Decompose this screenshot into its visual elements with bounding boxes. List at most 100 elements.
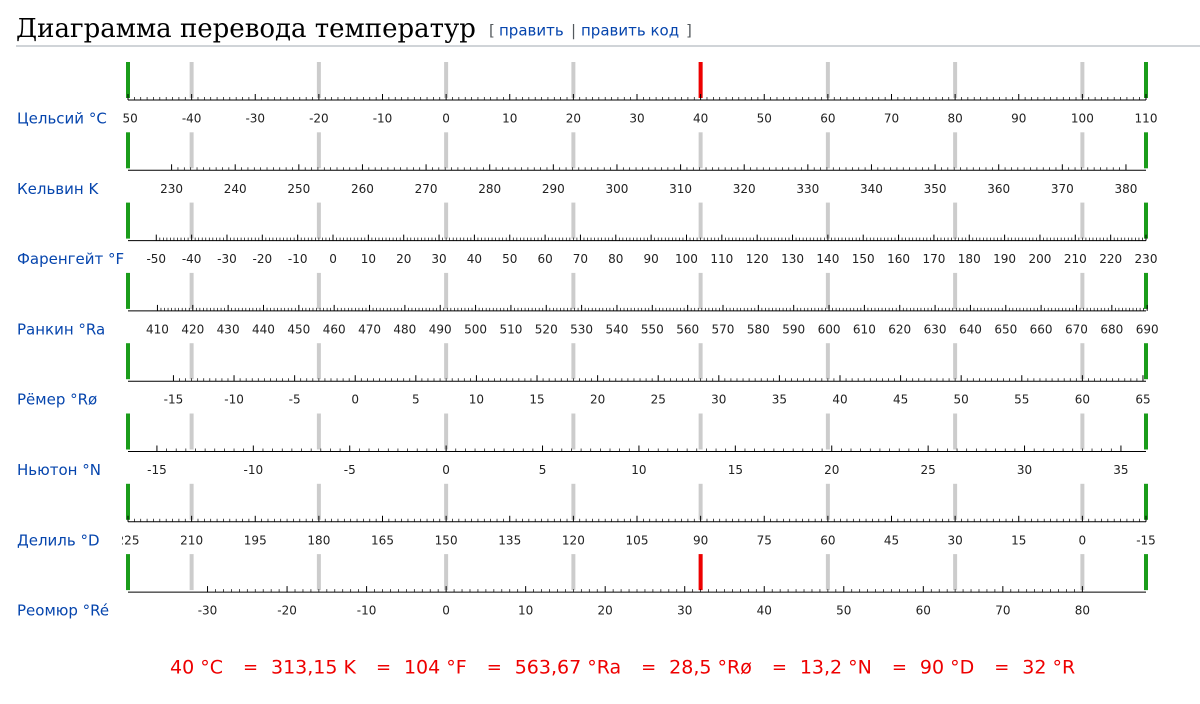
converted-value: 40 °C <box>170 657 223 679</box>
tick-label: 30 <box>1017 463 1032 477</box>
tick-label: 210 <box>1064 252 1087 266</box>
label-bg <box>0 530 122 551</box>
tick-label: -10 <box>373 112 393 126</box>
tick-label: 50 <box>836 604 851 618</box>
tick-label: 15 <box>728 463 743 477</box>
tick-label: 430 <box>217 322 240 336</box>
tick-label: 470 <box>358 322 381 336</box>
tick-label: 520 <box>535 322 558 336</box>
tick-label: 560 <box>676 322 699 336</box>
tick-label: 110 <box>1135 112 1158 126</box>
tick-label: -20 <box>277 604 297 618</box>
edit-link[interactable]: править <box>499 22 564 40</box>
tick-label: 590 <box>782 322 805 336</box>
tick-label: 510 <box>499 322 522 336</box>
label-bg <box>0 390 122 411</box>
tick-label: 660 <box>1030 322 1053 336</box>
tick-label: -30 <box>217 252 237 266</box>
tick-label: 290 <box>542 182 565 196</box>
tick-label: 680 <box>1100 322 1123 336</box>
equals: = <box>243 657 258 678</box>
tick-label: 80 <box>947 112 962 126</box>
tick-label: 30 <box>431 252 446 266</box>
tick-label: 60 <box>820 533 835 547</box>
tick-label: 90 <box>1011 112 1026 126</box>
tick-label: 5 <box>412 393 420 407</box>
tick-label: 180 <box>307 533 330 547</box>
tick-label: 70 <box>573 252 588 266</box>
tick-label: 90 <box>643 252 658 266</box>
tick-label: 620 <box>888 322 911 336</box>
converted-value: 90 °D <box>920 657 974 679</box>
tick-label: 30 <box>629 112 644 126</box>
tick-label: 0 <box>329 252 337 266</box>
tick-label: 230 <box>1135 252 1158 266</box>
tick-label: 195 <box>244 533 267 547</box>
tick-label: -20 <box>253 252 273 266</box>
tick-label: 65 <box>1135 393 1150 407</box>
tick-label: 130 <box>781 252 804 266</box>
edit-source-link[interactable]: править код <box>581 22 679 40</box>
tick-label: 610 <box>853 322 876 336</box>
tick-label: 40 <box>832 393 847 407</box>
tick-label: 40 <box>693 112 708 126</box>
tick-label: -10 <box>224 393 244 407</box>
tick-label: 20 <box>824 463 839 477</box>
equals: = <box>994 657 1009 678</box>
tick-label: -5 <box>344 463 356 477</box>
tick-label: -10 <box>357 604 377 618</box>
tick-label: 75 <box>757 533 772 547</box>
equals: = <box>641 657 656 678</box>
tick-label: 70 <box>884 112 899 126</box>
tick-label: 225 <box>117 533 140 547</box>
tick-label: 15 <box>1011 533 1026 547</box>
tick-label: 100 <box>1071 112 1094 126</box>
tick-label: 5 <box>539 463 547 477</box>
converted-value: 313,15 K <box>271 657 357 679</box>
tick-label: 60 <box>537 252 552 266</box>
tick-label: 120 <box>562 533 585 547</box>
tick-label: 90 <box>693 533 708 547</box>
tick-label: 20 <box>590 393 605 407</box>
tick-label: 600 <box>818 322 841 336</box>
tick-label: -40 <box>182 112 202 126</box>
tick-label: 190 <box>993 252 1016 266</box>
tick-label: 500 <box>464 322 487 336</box>
label-bg <box>0 319 122 340</box>
tick-label: 25 <box>920 463 935 477</box>
scale-label: Реомюр °Ré <box>17 602 109 620</box>
tick-label: 20 <box>566 112 581 126</box>
tick-label: 20 <box>598 604 613 618</box>
tick-label: 40 <box>757 604 772 618</box>
tick-label: 530 <box>570 322 593 336</box>
heading-title: Диаграмма перевода температур <box>16 14 476 44</box>
tick-label: 460 <box>323 322 346 336</box>
tick-label: 50 <box>954 393 969 407</box>
tick-label: 120 <box>746 252 769 266</box>
tick-label: 10 <box>631 463 646 477</box>
tick-label: 60 <box>820 112 835 126</box>
tick-label: 10 <box>518 604 533 618</box>
converted-value: 32 °R <box>1022 657 1075 679</box>
tick-label: 340 <box>860 182 883 196</box>
tick-label: 160 <box>887 252 910 266</box>
tick-label: 410 <box>146 322 169 336</box>
tick-label: 350 <box>924 182 947 196</box>
label-bg <box>0 460 122 481</box>
tick-label: -5 <box>289 393 301 407</box>
tick-label: 35 <box>772 393 787 407</box>
tick-label: 420 <box>181 322 204 336</box>
scale-label: Делиль °D <box>17 531 100 549</box>
tick-label: 140 <box>816 252 839 266</box>
tick-label: 250 <box>287 182 310 196</box>
equals: = <box>376 657 391 678</box>
tick-label: 150 <box>435 533 458 547</box>
tick-label: 640 <box>959 322 982 336</box>
tick-label: 45 <box>884 533 899 547</box>
tick-label: -10 <box>244 463 264 477</box>
tick-label: 30 <box>947 533 962 547</box>
tick-label: 10 <box>502 112 517 126</box>
tick-label: 150 <box>852 252 875 266</box>
